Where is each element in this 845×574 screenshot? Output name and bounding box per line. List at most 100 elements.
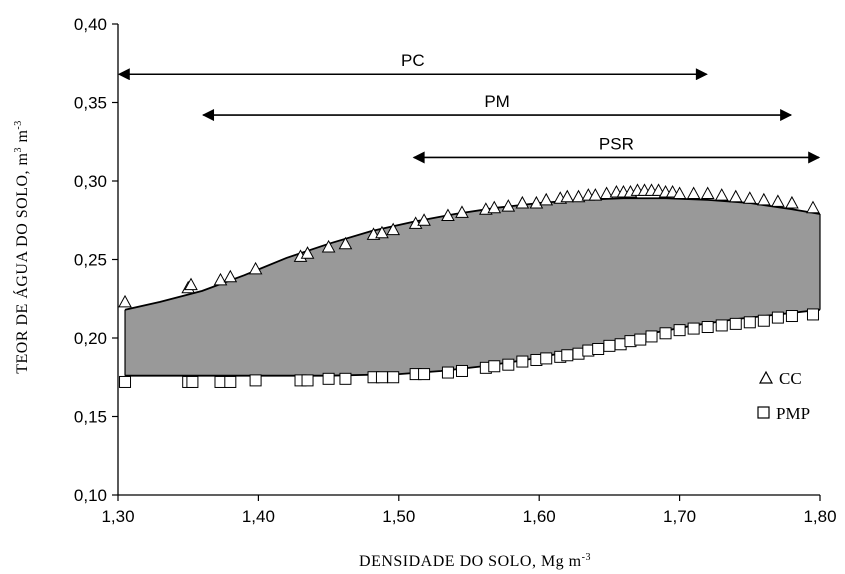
y-tick-label: 0,40	[74, 15, 107, 34]
pmp-point	[645, 330, 658, 343]
range-label-pm: PM	[484, 92, 510, 111]
pmp-point	[729, 317, 742, 330]
x-tick-label: 1,40	[242, 507, 275, 526]
legend-label-cc: CC	[779, 369, 802, 388]
cc-point	[515, 195, 530, 209]
pmp-point	[806, 308, 819, 321]
cc-point	[756, 192, 771, 206]
cc-point	[501, 199, 516, 212]
legend-entry-pmp: PMP	[757, 404, 810, 423]
cc-point	[455, 205, 469, 218]
y-tick-label: 0,25	[74, 251, 107, 270]
y-axis-ticks: 0,10 0,15 0,20 0,25 0,30 0,35 0,40	[74, 15, 118, 505]
cc-point	[728, 189, 743, 203]
y-axis-title: TEOR DE ÁGUA DO SOLO, m3 m-3	[12, 120, 31, 374]
pmp-point	[119, 375, 132, 388]
pmp-point	[659, 327, 672, 340]
range-arrows: PC PM PSR	[117, 51, 821, 164]
pmp-point	[603, 339, 616, 352]
legend-entry-cc: CC	[758, 369, 802, 388]
pmp-point	[488, 360, 501, 373]
cc-point	[375, 225, 389, 239]
pmp-point	[687, 322, 700, 335]
pmp-point	[455, 364, 468, 377]
pmp-point	[301, 374, 314, 387]
cc-point	[487, 200, 502, 214]
pmp-point	[322, 372, 335, 385]
legend-square-marker	[757, 406, 770, 419]
pmp-point	[339, 372, 352, 385]
x-axis-ticks: 1,30 1,40 1,50 1,60 1,70 1,80	[101, 495, 837, 526]
series-pmp	[119, 308, 819, 388]
cc-point	[672, 186, 687, 200]
pmp-point	[502, 358, 515, 371]
cc-point	[588, 188, 603, 201]
pmp-point	[387, 371, 400, 384]
pmp-point	[418, 368, 431, 381]
pmp-point	[634, 333, 647, 346]
pmp-point	[441, 366, 454, 379]
pmp-point	[757, 314, 770, 327]
y-tick-label: 0,10	[74, 486, 107, 505]
cc-point	[223, 269, 238, 283]
cc-fitted-curve	[124, 197, 821, 311]
x-tick-label: 1,50	[382, 507, 415, 526]
range-label-pc: PC	[401, 51, 425, 70]
pmp-point	[771, 311, 784, 324]
cc-point	[338, 236, 353, 250]
cc-point	[571, 189, 586, 203]
cc-point	[248, 261, 263, 275]
x-tick-label: 1,70	[663, 507, 696, 526]
water-range-band	[124, 198, 821, 376]
cc-point	[742, 191, 757, 204]
pmp-point	[186, 375, 199, 388]
x-tick-label: 1,80	[803, 507, 836, 526]
pmp-point	[743, 316, 756, 329]
cc-point	[118, 294, 132, 308]
pmp-point	[540, 352, 553, 365]
cc-point	[441, 208, 455, 222]
cc-point	[771, 194, 785, 207]
cc-point	[213, 272, 228, 286]
cc-point	[300, 246, 315, 259]
legend-label-pmp: PMP	[776, 404, 810, 423]
x-tick-label: 1,30	[101, 507, 134, 526]
legend: CC PMP	[757, 369, 810, 423]
axes: 0,10 0,15 0,20 0,25 0,30 0,35 0,40 1,30 1,40 1,5…	[74, 15, 837, 526]
cc-point	[714, 188, 729, 201]
pmp-point	[516, 355, 529, 368]
data-points	[118, 183, 820, 388]
pmp-point	[224, 375, 237, 388]
y-tick-label: 0,35	[74, 94, 107, 113]
pmp-point	[249, 374, 262, 387]
cc-point	[700, 186, 715, 200]
pmp-point	[701, 321, 714, 334]
cc-point	[806, 200, 820, 214]
cc-point	[539, 192, 554, 206]
cc-point	[686, 186, 701, 200]
cc-point	[599, 186, 614, 200]
pmp-point	[592, 342, 605, 355]
legend-triangle-marker	[758, 370, 774, 384]
cc-point	[417, 213, 431, 226]
cc-point	[529, 195, 544, 209]
y-tick-label: 0,20	[74, 329, 107, 348]
pmp-point	[785, 310, 798, 323]
cc-point	[321, 239, 336, 253]
y-tick-label: 0,15	[74, 408, 107, 427]
range-psr: PSR	[412, 134, 821, 164]
cc-point	[785, 195, 799, 209]
series-cc	[118, 183, 820, 308]
cc-point	[560, 189, 575, 203]
range-pm: PM	[202, 92, 793, 122]
pmp-point	[375, 371, 388, 384]
y-tick-label: 0,30	[74, 172, 107, 191]
x-tick-label: 1,60	[523, 507, 556, 526]
x-axis-title: DENSIDADE DO SOLO, Mg m-3	[359, 552, 591, 570]
cc-point	[184, 277, 198, 291]
pmp-point	[673, 324, 686, 337]
cc-point	[386, 222, 401, 236]
pmp-point	[715, 319, 728, 332]
pmp-point	[561, 349, 574, 362]
